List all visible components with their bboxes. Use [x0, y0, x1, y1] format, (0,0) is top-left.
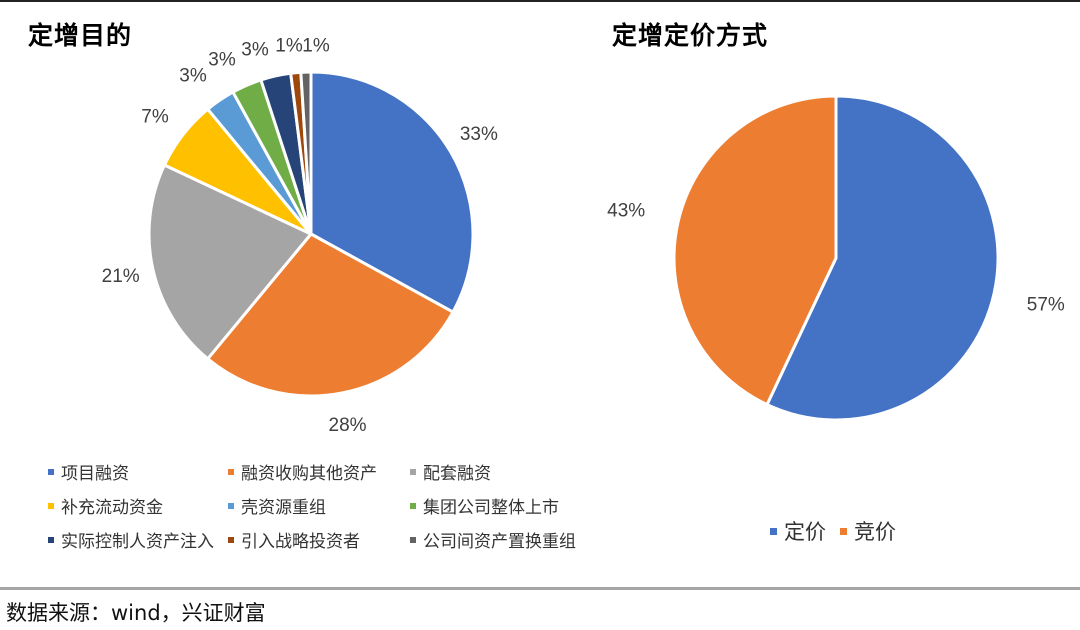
- legend-item: 实际控制人资产注入: [48, 527, 214, 552]
- legend-label: 壳资源重组: [241, 498, 326, 518]
- slice-label: 1%: [302, 36, 330, 57]
- legend-label: 公司间资产置换重组: [423, 532, 576, 552]
- slice-label: 43%: [607, 201, 645, 222]
- legend-label: 配套融资: [423, 464, 491, 484]
- pie-slice: [672, 94, 838, 407]
- legend-item: 壳资源重组: [228, 493, 326, 518]
- legend-label: 定价: [784, 520, 826, 544]
- legend-label: 补充流动资金: [61, 498, 163, 518]
- legend-item: 定价: [770, 516, 826, 546]
- source-note: 数据来源：wind，兴证财富: [6, 601, 266, 625]
- legend-item: 融资收购其他资产: [228, 459, 377, 484]
- legend-label: 引入战略投资者: [241, 532, 360, 552]
- top-rule: [0, 0, 1080, 2]
- legend-pricing: 定价 竞价: [770, 516, 910, 546]
- legend-marker: [228, 468, 234, 475]
- legend-label: 项目融资: [61, 464, 129, 484]
- chart-title-purpose: 定增目的: [28, 21, 133, 50]
- slice-label: 3%: [179, 66, 207, 87]
- legend-item: 公司间资产置换重组: [410, 527, 576, 552]
- legend-label: 竞价: [854, 520, 896, 544]
- legend-marker: [48, 468, 54, 475]
- legend-marker: [228, 502, 234, 509]
- legend-marker: [48, 536, 54, 543]
- legend-item: 引入战略投资者: [228, 527, 360, 552]
- chart-title-pricing: 定增定价方式: [612, 21, 769, 50]
- legend-label: 实际控制人资产注入: [61, 532, 214, 552]
- pie-slice: [206, 232, 455, 398]
- legend-marker: [410, 468, 416, 475]
- legend-label: 融资收购其他资产: [241, 464, 377, 484]
- slice-label: 33%: [460, 124, 498, 145]
- legend-item: 项目融资: [48, 459, 129, 484]
- legend-marker: [410, 502, 416, 509]
- legend-label: 集团公司整体上市: [423, 498, 559, 518]
- legend-marker: [48, 502, 54, 509]
- bottom-rule: [0, 587, 1080, 590]
- legend-marker: [228, 536, 234, 543]
- legend-marker: [840, 527, 847, 535]
- slice-label: 1%: [275, 36, 303, 57]
- slice-label: 3%: [241, 40, 269, 61]
- legend-item: 集团公司整体上市: [410, 493, 559, 518]
- pie-slice: [765, 94, 1000, 422]
- legend-marker: [410, 536, 416, 543]
- legend-item: 补充流动资金: [48, 493, 163, 518]
- slice-label: 21%: [102, 266, 140, 287]
- pie-slice: [299, 70, 313, 236]
- legend-item: 配套融资: [410, 459, 491, 484]
- legend-item: 竞价: [840, 516, 896, 546]
- slice-label: 3%: [208, 50, 236, 71]
- slice-label: 57%: [1027, 294, 1065, 315]
- slice-label: 28%: [329, 415, 367, 436]
- pie-slice: [147, 163, 313, 361]
- slice-label: 7%: [141, 107, 169, 128]
- pie-slice: [309, 70, 475, 314]
- legend-marker: [770, 527, 777, 535]
